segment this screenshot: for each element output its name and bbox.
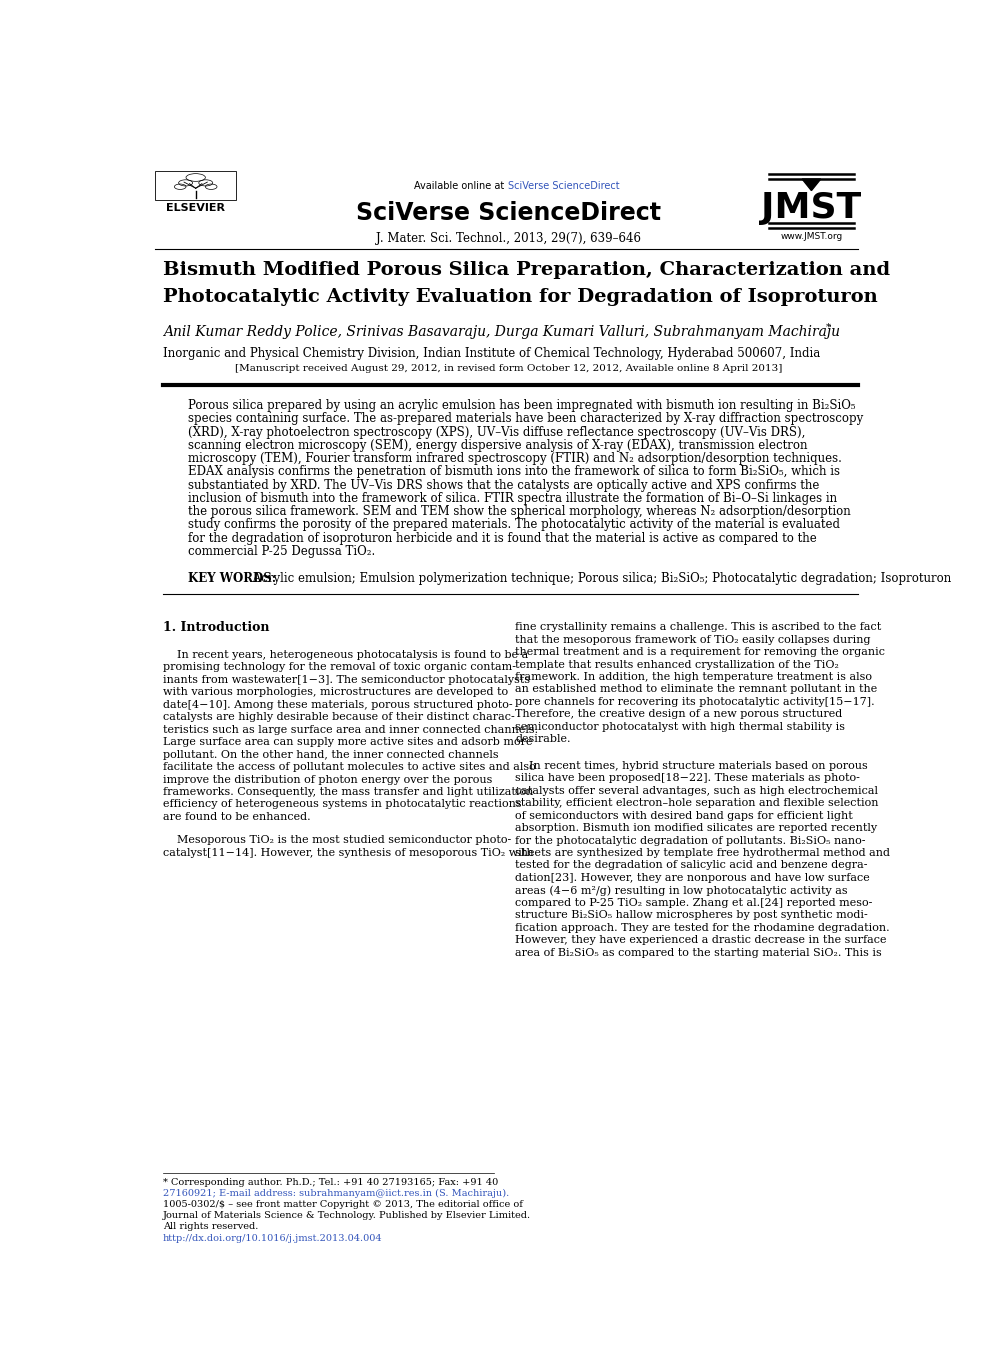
Text: dation[23]. However, they are nonporous and have low surface: dation[23]. However, they are nonporous …: [516, 873, 870, 882]
Text: of semiconductors with desired band gaps for efficient light: of semiconductors with desired band gaps…: [516, 811, 853, 821]
Text: However, they have experienced a drastic decrease in the surface: However, they have experienced a drastic…: [516, 936, 887, 945]
Text: http://dx.doi.org/10.1016/j.jmst.2013.04.004: http://dx.doi.org/10.1016/j.jmst.2013.04…: [163, 1233, 382, 1243]
Text: with various morphologies, microstructures are developed to: with various morphologies, microstructur…: [163, 688, 508, 697]
Text: efficiency of heterogeneous systems in photocatalytic reactions: efficiency of heterogeneous systems in p…: [163, 800, 522, 810]
Text: 27160921; E-mail address: subrahmanyam@iict.res.in (S. Machiraju).: 27160921; E-mail address: subrahmanyam@i…: [163, 1189, 509, 1197]
Text: promising technology for the removal of toxic organic contam-: promising technology for the removal of …: [163, 662, 516, 673]
Text: SciVerse ScienceDirect: SciVerse ScienceDirect: [356, 200, 661, 225]
Text: date[4−10]. Among these materials, porous structured photo-: date[4−10]. Among these materials, porou…: [163, 700, 513, 710]
Text: Mesoporous TiO₂ is the most studied semiconductor photo-: Mesoporous TiO₂ is the most studied semi…: [163, 836, 511, 845]
Text: thermal treatment and is a requirement for removing the organic: thermal treatment and is a requirement f…: [516, 647, 886, 658]
Text: sheets are synthesized by template free hydrothermal method and: sheets are synthesized by template free …: [516, 848, 891, 858]
Text: Available online at: Available online at: [415, 181, 508, 192]
Text: silica have been proposed[18−22]. These materials as photo-: silica have been proposed[18−22]. These …: [516, 773, 860, 784]
Text: Anil Kumar Reddy Police, Srinivas Basavaraju, Durga Kumari Valluri, Subrahmanyam: Anil Kumar Reddy Police, Srinivas Basava…: [163, 325, 840, 338]
Text: JMST: JMST: [761, 192, 861, 225]
Text: 1. Introduction: 1. Introduction: [163, 621, 269, 633]
Text: species containing surface. The as-prepared materials have been characterized by: species containing surface. The as-prepa…: [188, 412, 864, 426]
Text: catalyst[11−14]. However, the synthesis of mesoporous TiO₂ with: catalyst[11−14]. However, the synthesis …: [163, 848, 534, 858]
Text: Bismuth Modified Porous Silica Preparation, Characterization and: Bismuth Modified Porous Silica Preparati…: [163, 260, 890, 278]
Text: frameworks. Consequently, the mass transfer and light utilization: frameworks. Consequently, the mass trans…: [163, 786, 533, 797]
Text: area of Bi₂SiO₅ as compared to the starting material SiO₂. This is: area of Bi₂SiO₅ as compared to the start…: [516, 948, 882, 958]
Text: areas (4−6 m²/g) resulting in low photocatalytic activity as: areas (4−6 m²/g) resulting in low photoc…: [516, 885, 848, 896]
Text: In recent years, heterogeneous photocatalysis is found to be a: In recent years, heterogeneous photocata…: [163, 649, 528, 660]
Text: template that results enhanced crystallization of the TiO₂: template that results enhanced crystalli…: [516, 659, 839, 670]
Text: inclusion of bismuth into the framework of silica. FTIR spectra illustrate the f: inclusion of bismuth into the framework …: [188, 492, 837, 506]
Text: fine crystallinity remains a challenge. This is ascribed to the fact: fine crystallinity remains a challenge. …: [516, 622, 882, 632]
Text: pore channels for recovering its photocatalytic activity[15−17].: pore channels for recovering its photoca…: [516, 697, 875, 707]
Text: ELSEVIER: ELSEVIER: [167, 203, 225, 212]
Text: All rights reserved.: All rights reserved.: [163, 1222, 258, 1232]
Text: for the degradation of isoproturon herbicide and it is found that the material i: for the degradation of isoproturon herbi…: [188, 532, 817, 545]
Text: commercial P-25 Degussa TiO₂.: commercial P-25 Degussa TiO₂.: [188, 545, 376, 558]
Text: J. Mater. Sci. Technol., 2013, 29(7), 639–646: J. Mater. Sci. Technol., 2013, 29(7), 63…: [376, 232, 641, 245]
Text: Inorganic and Physical Chemistry Division, Indian Institute of Chemical Technolo: Inorganic and Physical Chemistry Divisio…: [163, 347, 820, 360]
Text: www.JMST.org: www.JMST.org: [781, 232, 842, 241]
Text: Therefore, the creative design of a new porous structured: Therefore, the creative design of a new …: [516, 710, 842, 719]
Text: framework. In addition, the high temperature treatment is also: framework. In addition, the high tempera…: [516, 671, 872, 682]
Text: inants from wastewater[1−3]. The semiconductor photocatalysts: inants from wastewater[1−3]. The semicon…: [163, 675, 530, 685]
Text: (XRD), X-ray photoelectron spectroscopy (XPS), UV–Vis diffuse reflectance spectr: (XRD), X-ray photoelectron spectroscopy …: [188, 426, 806, 438]
Text: Large surface area can supply more active sites and adsorb more: Large surface area can supply more activ…: [163, 737, 533, 747]
Text: for the photocatalytic degradation of pollutants. Bi₂SiO₅ nano-: for the photocatalytic degradation of po…: [516, 836, 866, 845]
Text: an established method to eliminate the remnant pollutant in the: an established method to eliminate the r…: [516, 685, 878, 695]
Text: 1005-0302/$ – see front matter Copyright © 2013, The editorial office of: 1005-0302/$ – see front matter Copyright…: [163, 1200, 523, 1210]
Text: facilitate the access of pollutant molecules to active sites and also: facilitate the access of pollutant molec…: [163, 762, 536, 773]
Text: catalysts are highly desirable because of their distinct charac-: catalysts are highly desirable because o…: [163, 712, 515, 722]
Text: structure Bi₂SiO₅ hallow microspheres by post synthetic modi-: structure Bi₂SiO₅ hallow microspheres by…: [516, 911, 868, 921]
Text: In recent times, hybrid structure materials based on porous: In recent times, hybrid structure materi…: [516, 760, 868, 771]
Text: Photocatalytic Activity Evaluation for Degradation of Isoproturon: Photocatalytic Activity Evaluation for D…: [163, 288, 878, 306]
Text: *: *: [825, 322, 830, 332]
Text: catalysts offer several advantages, such as high electrochemical: catalysts offer several advantages, such…: [516, 785, 878, 796]
Text: that the mesoporous framework of TiO₂ easily collapses during: that the mesoporous framework of TiO₂ ea…: [516, 634, 871, 644]
Text: study confirms the porosity of the prepared materials. The photocatalytic activi: study confirms the porosity of the prepa…: [188, 518, 840, 532]
Text: Porous silica prepared by using an acrylic emulsion has been impregnated with bi: Porous silica prepared by using an acryl…: [188, 399, 856, 412]
Text: absorption. Bismuth ion modified silicates are reported recently: absorption. Bismuth ion modified silicat…: [516, 823, 878, 833]
Polygon shape: [803, 179, 820, 190]
Text: substantiated by XRD. The UV–Vis DRS shows that the catalysts are optically acti: substantiated by XRD. The UV–Vis DRS sho…: [188, 478, 819, 492]
Text: Journal of Materials Science & Technology. Published by Elsevier Limited.: Journal of Materials Science & Technolog…: [163, 1211, 531, 1221]
Text: desirable.: desirable.: [516, 734, 570, 744]
Text: the porous silica framework. SEM and TEM show the spherical morphology, whereas : the porous silica framework. SEM and TEM…: [188, 506, 851, 518]
Text: fication approach. They are tested for the rhodamine degradation.: fication approach. They are tested for t…: [516, 923, 890, 933]
Text: KEY WORDS:: KEY WORDS:: [188, 573, 277, 585]
Text: [Manuscript received August 29, 2012, in revised form October 12, 2012, Availabl: [Manuscript received August 29, 2012, in…: [235, 364, 782, 373]
Text: compared to P-25 TiO₂ sample. Zhang et al.[24] reported meso-: compared to P-25 TiO₂ sample. Zhang et a…: [516, 897, 873, 908]
Text: teristics such as large surface area and inner connected channels.: teristics such as large surface area and…: [163, 725, 538, 734]
Bar: [155, 171, 236, 200]
Text: * Corresponding author. Ph.D.; Tel.: +91 40 27193165; Fax: +91 40: * Corresponding author. Ph.D.; Tel.: +91…: [163, 1178, 498, 1186]
Text: semiconductor photocatalyst with high thermal stability is: semiconductor photocatalyst with high th…: [516, 722, 845, 732]
Text: Acrylic emulsion; Emulsion polymerization technique; Porous silica; Bi₂SiO₅; Pho: Acrylic emulsion; Emulsion polymerizatio…: [249, 573, 951, 585]
Text: are found to be enhanced.: are found to be enhanced.: [163, 812, 310, 822]
Text: pollutant. On the other hand, the inner connected channels: pollutant. On the other hand, the inner …: [163, 749, 498, 759]
Text: EDAX analysis confirms the penetration of bismuth ions into the framework of sil: EDAX analysis confirms the penetration o…: [188, 466, 840, 478]
Text: stability, efficient electron–hole separation and flexible selection: stability, efficient electron–hole separ…: [516, 799, 879, 808]
Text: microscopy (TEM), Fourier transform infrared spectroscopy (FTIR) and N₂ adsorpti: microscopy (TEM), Fourier transform infr…: [188, 452, 842, 466]
Text: SciVerse ScienceDirect: SciVerse ScienceDirect: [508, 181, 619, 192]
Text: tested for the degradation of salicylic acid and benzene degra-: tested for the degradation of salicylic …: [516, 860, 868, 870]
Text: scanning electron microscopy (SEM), energy dispersive analysis of X-ray (EDAX), : scanning electron microscopy (SEM), ener…: [188, 438, 807, 452]
Text: improve the distribution of photon energy over the porous: improve the distribution of photon energ…: [163, 774, 492, 785]
